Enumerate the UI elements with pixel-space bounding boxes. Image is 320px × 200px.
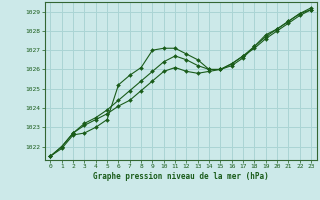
X-axis label: Graphe pression niveau de la mer (hPa): Graphe pression niveau de la mer (hPa) [93, 172, 269, 181]
